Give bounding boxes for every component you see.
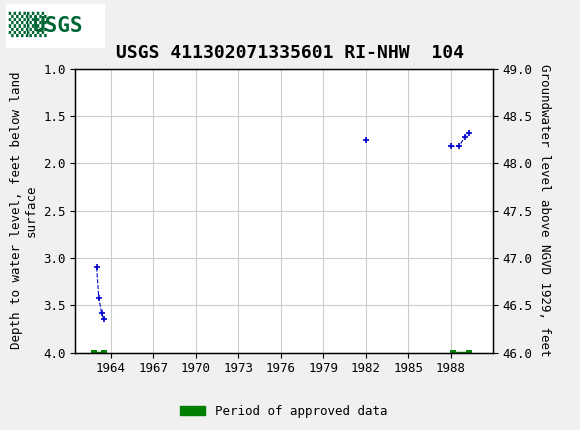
Text: ▒▒: ▒▒ bbox=[9, 12, 47, 37]
Y-axis label: Depth to water level, feet below land
surface: Depth to water level, feet below land su… bbox=[10, 72, 38, 350]
FancyBboxPatch shape bbox=[6, 4, 104, 47]
Y-axis label: Groundwater level above NGVD 1929, feet: Groundwater level above NGVD 1929, feet bbox=[538, 64, 551, 357]
Text: USGS: USGS bbox=[32, 16, 84, 36]
Legend: Period of approved data: Period of approved data bbox=[176, 400, 393, 423]
Text: USGS 411302071335601 RI-NHW  104: USGS 411302071335601 RI-NHW 104 bbox=[116, 44, 464, 62]
